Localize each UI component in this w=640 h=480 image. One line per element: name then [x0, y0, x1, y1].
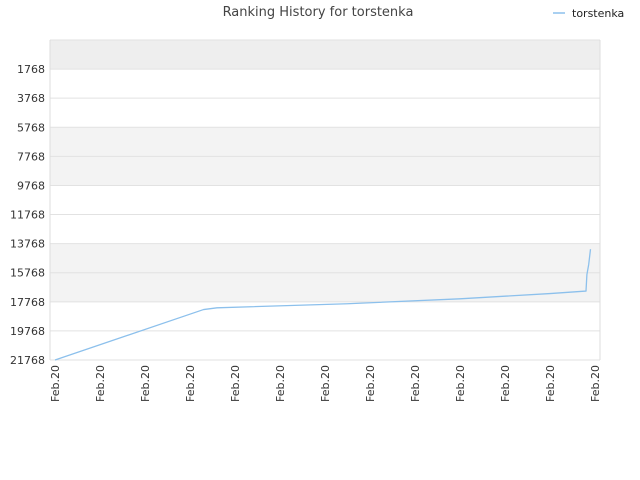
plot-band	[50, 330, 600, 360]
y-tick-label: 13768	[10, 238, 45, 251]
x-tick-label: Feb.20	[319, 365, 332, 402]
y-tick-label: 7768	[17, 150, 45, 163]
plot-band	[50, 272, 600, 302]
legend: torstenka	[553, 7, 624, 20]
x-axis: Feb.20 Feb.20 Feb.20 Feb.20 Feb.20 Feb.20 Feb.…	[49, 365, 602, 402]
y-tick-label: 17768	[10, 296, 45, 309]
x-tick-label: Feb.20	[544, 365, 557, 402]
x-tick-label: Feb.20	[139, 365, 152, 402]
plot-background	[50, 40, 600, 360]
plot-band	[50, 69, 600, 99]
y-tick-label: 19768	[10, 325, 45, 338]
x-tick-label: Feb.20	[49, 365, 62, 402]
x-tick-label: Feb.20	[94, 365, 107, 402]
x-tick-label: Feb.20	[589, 365, 602, 402]
chart-title: Ranking History for torstenka	[223, 5, 414, 20]
plot-band	[50, 301, 600, 331]
series-layer	[54, 249, 592, 361]
x-tick-label: Feb.20	[409, 365, 422, 402]
plot-band	[50, 214, 600, 244]
x-tick-label: Feb.20	[499, 365, 512, 402]
y-tick-label: 1768	[17, 63, 45, 76]
x-tick-label: Feb.20	[184, 365, 197, 402]
legend-label-torstenka: torstenka	[572, 7, 624, 20]
plot-band	[50, 40, 600, 70]
y-tick-label: 21768	[10, 354, 45, 367]
x-tick-label: Feb.20	[274, 365, 287, 402]
plot-band	[50, 185, 600, 215]
y-tick-label: 11768	[10, 209, 45, 222]
plot-band	[50, 127, 600, 157]
plot-band	[50, 98, 600, 128]
y-tick-label: 3768	[17, 92, 45, 105]
x-tick-label: Feb.20	[454, 365, 467, 402]
x-tick-label: Feb.20	[229, 365, 242, 402]
y-tick-label: 15768	[10, 267, 45, 280]
y-axis: 1768 3768 5768 7768 9768 11768 13768 15768 17768…	[10, 63, 45, 367]
plot-band	[50, 156, 600, 186]
y-tick-label: 5768	[17, 121, 45, 134]
plot-band	[50, 243, 600, 273]
series-line-torstenka	[54, 249, 592, 361]
y-tick-label: 9768	[17, 179, 45, 192]
x-tick-label: Feb.20	[364, 365, 377, 402]
